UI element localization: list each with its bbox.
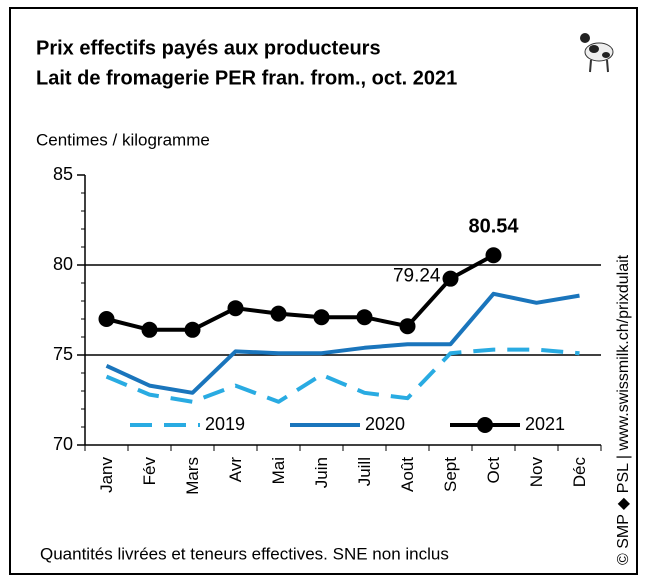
y-tick-label: 80 <box>53 254 73 274</box>
x-tick-label: Mars <box>183 457 202 495</box>
x-tick-label: Nov <box>527 457 546 488</box>
x-tick-label: Mai <box>269 457 288 484</box>
legend-label: 2021 <box>525 414 565 434</box>
marker <box>270 305 287 322</box>
source: © SMP ◆ PSL | www.swissmilk.ch/prixdulai… <box>615 254 632 565</box>
marker <box>442 270 459 287</box>
footnote: Quantités livrées et teneurs effectives.… <box>40 544 449 563</box>
marker <box>184 321 201 338</box>
cow-icon <box>580 33 614 73</box>
marker <box>98 311 115 327</box>
marker <box>399 318 416 335</box>
legend-label: 2019 <box>205 414 245 434</box>
x-tick-label: Oct <box>484 457 503 484</box>
legend-marker <box>477 417 493 433</box>
chart-title: Prix effectifs payés aux producteurs <box>36 37 381 59</box>
marker <box>356 309 373 326</box>
x-tick-label: Juin <box>312 457 331 488</box>
chart-subtitle: Lait de fromagerie PER fran. from., oct.… <box>36 67 457 89</box>
value-label: 80.54 <box>468 216 519 238</box>
x-tick-label: Avr <box>226 457 245 483</box>
marker <box>313 309 330 326</box>
x-tick-label: Août <box>398 457 417 492</box>
line-2019 <box>105 347 580 404</box>
x-tick-label: Déc <box>570 457 589 488</box>
marker <box>227 300 244 317</box>
y-axis-label: Centimes / kilogramme <box>36 130 210 149</box>
x-tick-label: Sept <box>441 457 460 492</box>
frame <box>9 7 638 575</box>
legend-label: 2020 <box>365 414 405 434</box>
line-2020 <box>105 291 580 395</box>
marker <box>485 247 502 264</box>
line-2021 <box>106 253 495 332</box>
x-tick-label: Janv <box>97 457 116 493</box>
y-tick-label: 70 <box>53 434 73 454</box>
marker <box>141 321 158 338</box>
y-tick-label: 85 <box>53 164 73 184</box>
x-tick-label: Juill <box>355 457 374 486</box>
x-tick-label: Fév <box>140 457 159 486</box>
y-tick-label: 75 <box>53 344 73 364</box>
value-label: 79.24 <box>393 266 441 287</box>
